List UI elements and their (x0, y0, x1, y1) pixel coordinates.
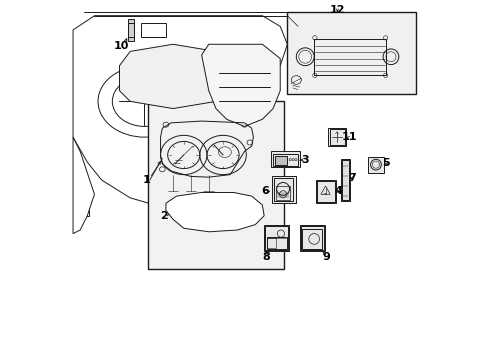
Text: 9: 9 (322, 252, 329, 262)
Text: 5: 5 (381, 158, 388, 168)
Bar (244, 116, 251, 123)
Text: 11: 11 (342, 132, 357, 142)
Text: 2: 2 (160, 211, 168, 221)
Polygon shape (201, 44, 280, 126)
Bar (141, 23, 165, 37)
Text: 12: 12 (329, 5, 345, 15)
Bar (316, 181, 334, 202)
Bar (315, 180, 335, 203)
Bar (271, 152, 299, 167)
Bar (313, 39, 385, 75)
Bar (272, 176, 295, 203)
Bar (273, 178, 293, 202)
Bar (75, 184, 89, 216)
Bar (328, 128, 345, 146)
Text: 1: 1 (142, 175, 150, 185)
Bar (367, 157, 383, 173)
Bar (300, 226, 323, 250)
Bar (275, 186, 289, 200)
Text: 6: 6 (261, 186, 268, 197)
Bar (274, 156, 287, 165)
Bar (264, 225, 288, 251)
Bar (266, 237, 286, 249)
Text: 4: 4 (334, 186, 342, 197)
Bar (266, 238, 275, 248)
Text: 3: 3 (301, 156, 308, 165)
Polygon shape (73, 137, 94, 234)
Bar (244, 66, 269, 84)
Bar (302, 229, 322, 249)
Polygon shape (73, 16, 287, 205)
Bar (264, 226, 287, 250)
Bar (128, 23, 134, 37)
Bar (341, 160, 348, 201)
Bar (128, 19, 134, 41)
Text: 7: 7 (347, 173, 355, 183)
Bar (299, 225, 324, 251)
Text: 8: 8 (262, 252, 269, 262)
Text: 10: 10 (113, 41, 129, 51)
Bar (287, 12, 415, 94)
Bar (329, 129, 344, 145)
Bar (340, 158, 349, 202)
Bar (77, 189, 85, 210)
Bar (272, 154, 298, 166)
Polygon shape (165, 193, 264, 232)
Bar (148, 102, 283, 269)
Bar (251, 100, 260, 109)
Polygon shape (119, 44, 226, 109)
